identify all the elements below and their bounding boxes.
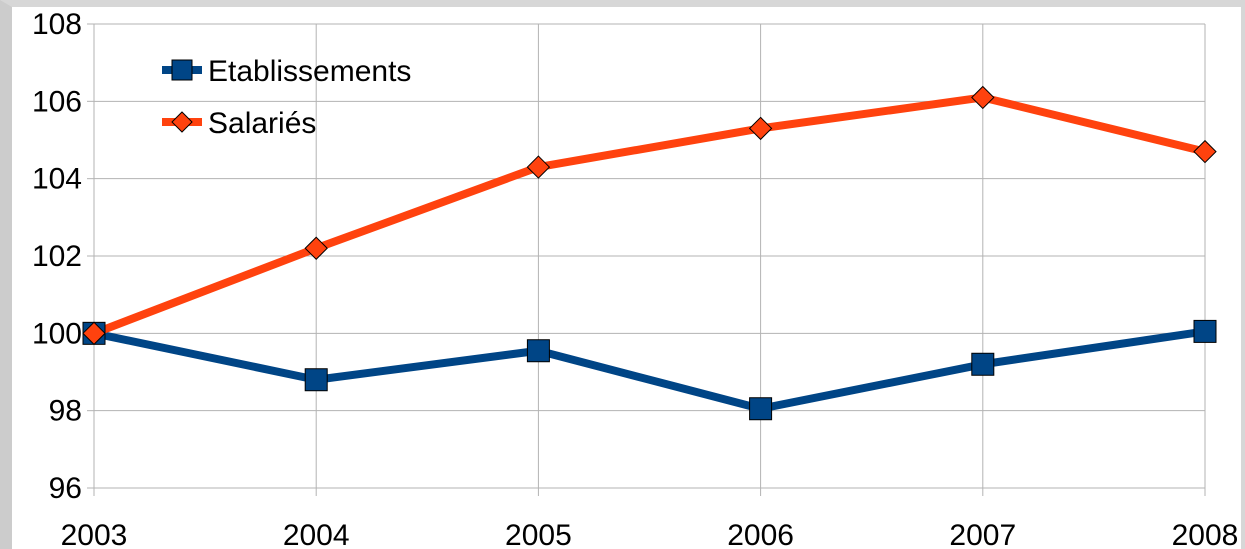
y-tick-label: 102 xyxy=(32,240,82,273)
y-tick-label: 96 xyxy=(49,472,82,505)
data-point-salaries-2007 xyxy=(972,86,994,108)
data-point-etablissements-2006 xyxy=(750,398,772,420)
data-point-etablissements-2007 xyxy=(972,353,994,375)
y-tick-label: 104 xyxy=(32,163,82,196)
y-tick-label: 100 xyxy=(32,317,82,350)
axes xyxy=(87,24,1205,496)
data-point-salaries-2008 xyxy=(1194,141,1216,163)
x-tick-label: 2007 xyxy=(949,519,1016,549)
x-tick-label: 2003 xyxy=(61,519,128,549)
data-point-etablissements-2004 xyxy=(305,369,327,391)
legend-label-etablissements: Etablissements xyxy=(208,55,411,88)
x-tick-label: 2006 xyxy=(727,519,794,549)
x-tick-label: 2005 xyxy=(505,519,572,549)
y-tick-label: 106 xyxy=(32,85,82,118)
x-tick-label: 2004 xyxy=(283,519,350,549)
data-point-etablissements-2008 xyxy=(1194,320,1216,342)
legend-marker-salaries xyxy=(172,112,192,132)
legend-label-salaries: Salariés xyxy=(208,107,316,140)
data-point-salaries-2005 xyxy=(527,156,549,178)
data-point-etablissements-2005 xyxy=(527,340,549,362)
tick-labels: 96 98 100 102 104 106 108 2003 2004 2005 2006 2007 2… xyxy=(32,8,1238,549)
y-tick-label: 108 xyxy=(32,8,82,41)
gridlines xyxy=(94,24,1205,488)
legend-marker-etablissements xyxy=(172,60,192,80)
series-line-etablissements xyxy=(94,331,1205,408)
x-tick-label: 2008 xyxy=(1172,519,1239,549)
y-tick-label: 98 xyxy=(49,395,82,428)
data-point-salaries-2006 xyxy=(750,117,772,139)
series-lines xyxy=(94,97,1205,408)
legend: Etablissements Salariés xyxy=(162,55,411,140)
